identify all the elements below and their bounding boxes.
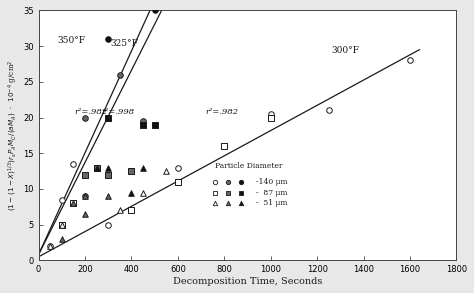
Point xyxy=(58,237,65,241)
Point xyxy=(139,165,147,170)
Point xyxy=(81,194,89,198)
Point xyxy=(81,194,89,198)
Point xyxy=(139,122,147,127)
Point xyxy=(224,180,232,184)
Point xyxy=(58,222,65,227)
Point xyxy=(104,222,112,227)
Point xyxy=(406,58,414,63)
Point xyxy=(237,180,244,184)
Point xyxy=(46,244,54,248)
Text: Particle Diameter: Particle Diameter xyxy=(215,161,283,170)
Point xyxy=(128,190,135,195)
Point xyxy=(163,169,170,173)
Point xyxy=(211,201,219,206)
Text: 325°F: 325°F xyxy=(110,39,138,48)
Point xyxy=(151,122,158,127)
Point xyxy=(220,144,228,149)
Point xyxy=(224,201,232,206)
Point xyxy=(70,162,77,166)
Point xyxy=(220,144,228,149)
Point xyxy=(151,8,158,13)
Point xyxy=(174,165,182,170)
Y-axis label: $(1 - (1-X)^{1/3})r_sP_AM_C/(aM_A)$  $\cdot$  $10^{-4}$ g/cm$^2$: $(1 - (1-X)^{1/3})r_sP_AM_C/(aM_A)$ $\cd… xyxy=(7,59,20,211)
Text: r²=.998: r²=.998 xyxy=(101,108,134,116)
Point xyxy=(81,115,89,120)
Point xyxy=(81,212,89,216)
Text: -  51 μm: - 51 μm xyxy=(255,199,287,207)
Text: 350°F: 350°F xyxy=(57,35,85,45)
Point xyxy=(237,190,244,195)
Point xyxy=(325,108,333,113)
Point xyxy=(128,208,135,213)
Text: -140 μm: -140 μm xyxy=(255,178,287,186)
Point xyxy=(139,190,147,195)
Point xyxy=(104,172,112,177)
Point xyxy=(267,115,274,120)
Point xyxy=(58,222,65,227)
X-axis label: Decomposition Time, Seconds: Decomposition Time, Seconds xyxy=(173,277,322,286)
Text: r²=.982: r²=.982 xyxy=(74,108,108,116)
Point xyxy=(104,165,112,170)
Point xyxy=(224,190,232,195)
Point xyxy=(104,37,112,41)
Point xyxy=(211,180,219,184)
Point xyxy=(70,201,77,206)
Point xyxy=(46,244,54,248)
Point xyxy=(104,194,112,198)
Point xyxy=(81,172,89,177)
Text: 300°F: 300°F xyxy=(331,46,359,55)
Point xyxy=(93,165,100,170)
Point xyxy=(211,190,219,195)
Point xyxy=(139,119,147,123)
Point xyxy=(267,112,274,116)
Point xyxy=(104,115,112,120)
Point xyxy=(58,197,65,202)
Point xyxy=(93,165,100,170)
Point xyxy=(116,72,124,77)
Point xyxy=(174,180,182,184)
Text: r²=.982: r²=.982 xyxy=(206,108,239,116)
Point xyxy=(128,169,135,173)
Point xyxy=(116,208,124,213)
Point xyxy=(70,201,77,206)
Point xyxy=(237,201,244,206)
Text: -  87 μm: - 87 μm xyxy=(255,189,287,197)
